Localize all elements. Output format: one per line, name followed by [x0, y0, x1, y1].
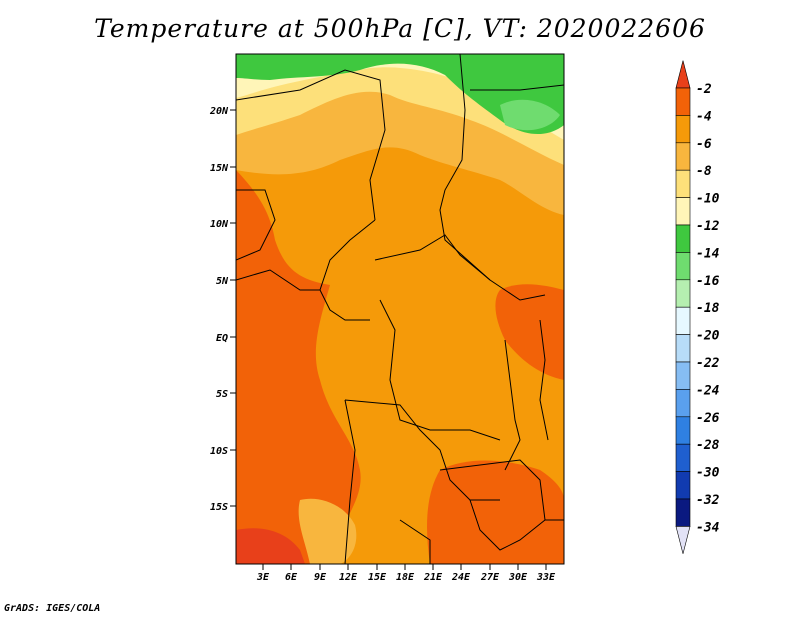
legend-swatch	[675, 498, 691, 527]
legend-swatch	[675, 169, 691, 198]
lon-label: 9E	[314, 572, 327, 583]
lon-label: 6E	[285, 572, 298, 583]
legend-label: -10	[696, 192, 720, 207]
legend-swatch	[675, 306, 691, 335]
legend-label: -2	[696, 82, 712, 97]
footer-credit: GrADS: IGES/COLA	[4, 603, 101, 614]
lon-label: 12E	[339, 572, 358, 583]
band-minus2	[236, 528, 305, 564]
legend-swatch	[675, 252, 691, 281]
legend-swatch	[675, 471, 691, 500]
legend-label: -20	[696, 329, 720, 344]
legend-swatch	[675, 142, 691, 171]
legend-swatch	[675, 224, 691, 253]
color-legend: -2 -4 -6 -8 -10 -12 -14 -16 -18 -20 -22 -24 -26 -28 -3…	[675, 60, 720, 554]
legend-swatch	[675, 416, 691, 445]
lat-label: 15N	[210, 163, 229, 174]
band-minus4-west	[236, 170, 361, 564]
temperature-field	[236, 54, 564, 564]
legend-swatch	[675, 334, 691, 363]
lon-label: 30E	[508, 572, 528, 583]
legend-label: -16	[696, 274, 720, 289]
legend-label: -6	[696, 137, 712, 152]
legend-swatch	[675, 87, 691, 116]
lat-label: EQ	[216, 333, 228, 344]
legend-swatch	[675, 389, 691, 418]
legend-label: -12	[696, 219, 720, 234]
legend-label: -4	[696, 109, 712, 124]
lon-label: 21E	[423, 572, 443, 583]
lon-label: 27E	[480, 572, 500, 583]
chart-title: Temperature at 500hPa [C], VT: 202002260…	[94, 14, 706, 43]
lat-label: 10N	[210, 219, 229, 230]
legend-label: -34	[696, 520, 720, 535]
legend-label: -32	[696, 493, 720, 508]
lat-label: 15S	[210, 502, 228, 513]
map-frame	[235, 53, 565, 565]
legend-swatch	[675, 443, 691, 472]
band-minus8-south	[298, 498, 357, 564]
lat-label: 20N	[209, 106, 229, 117]
lon-label: 33E	[536, 572, 556, 583]
legend-swatch	[675, 361, 691, 390]
lat-axis: 20N 15N 10N 5N EQ 5S 10S 15S	[209, 106, 236, 513]
lon-label: 24E	[451, 572, 471, 583]
legend-swatch	[675, 197, 691, 226]
lat-label: 5N	[216, 276, 229, 287]
band-minus4-east	[495, 284, 564, 380]
lon-label: 18E	[396, 572, 415, 583]
lat-label: 5S	[216, 389, 228, 400]
legend-label: -28	[696, 438, 720, 453]
legend-label: -8	[696, 164, 712, 179]
band-minus16	[500, 99, 560, 131]
lon-label: 3E	[256, 572, 270, 583]
lon-label: 15E	[368, 572, 387, 583]
legend-swatch	[675, 279, 691, 308]
band-minus14	[236, 54, 564, 135]
legend-label: -22	[696, 356, 720, 371]
country-borders	[236, 54, 564, 564]
legend-label: -30	[696, 466, 720, 481]
legend-arrow-top	[675, 60, 691, 89]
legend-label: -14	[696, 246, 720, 261]
legend-label: -18	[696, 301, 720, 316]
lat-label: 10S	[210, 446, 228, 457]
legend-label: -24	[696, 383, 720, 398]
legend-swatch	[675, 115, 691, 144]
legend-label: -26	[696, 411, 720, 426]
band-minus4-south	[427, 460, 564, 564]
legend-arrow-bottom	[675, 526, 691, 554]
lon-axis: 3E 6E 9E 12E 15E 18E 21E 24E 27E 30E 33E	[256, 564, 556, 583]
